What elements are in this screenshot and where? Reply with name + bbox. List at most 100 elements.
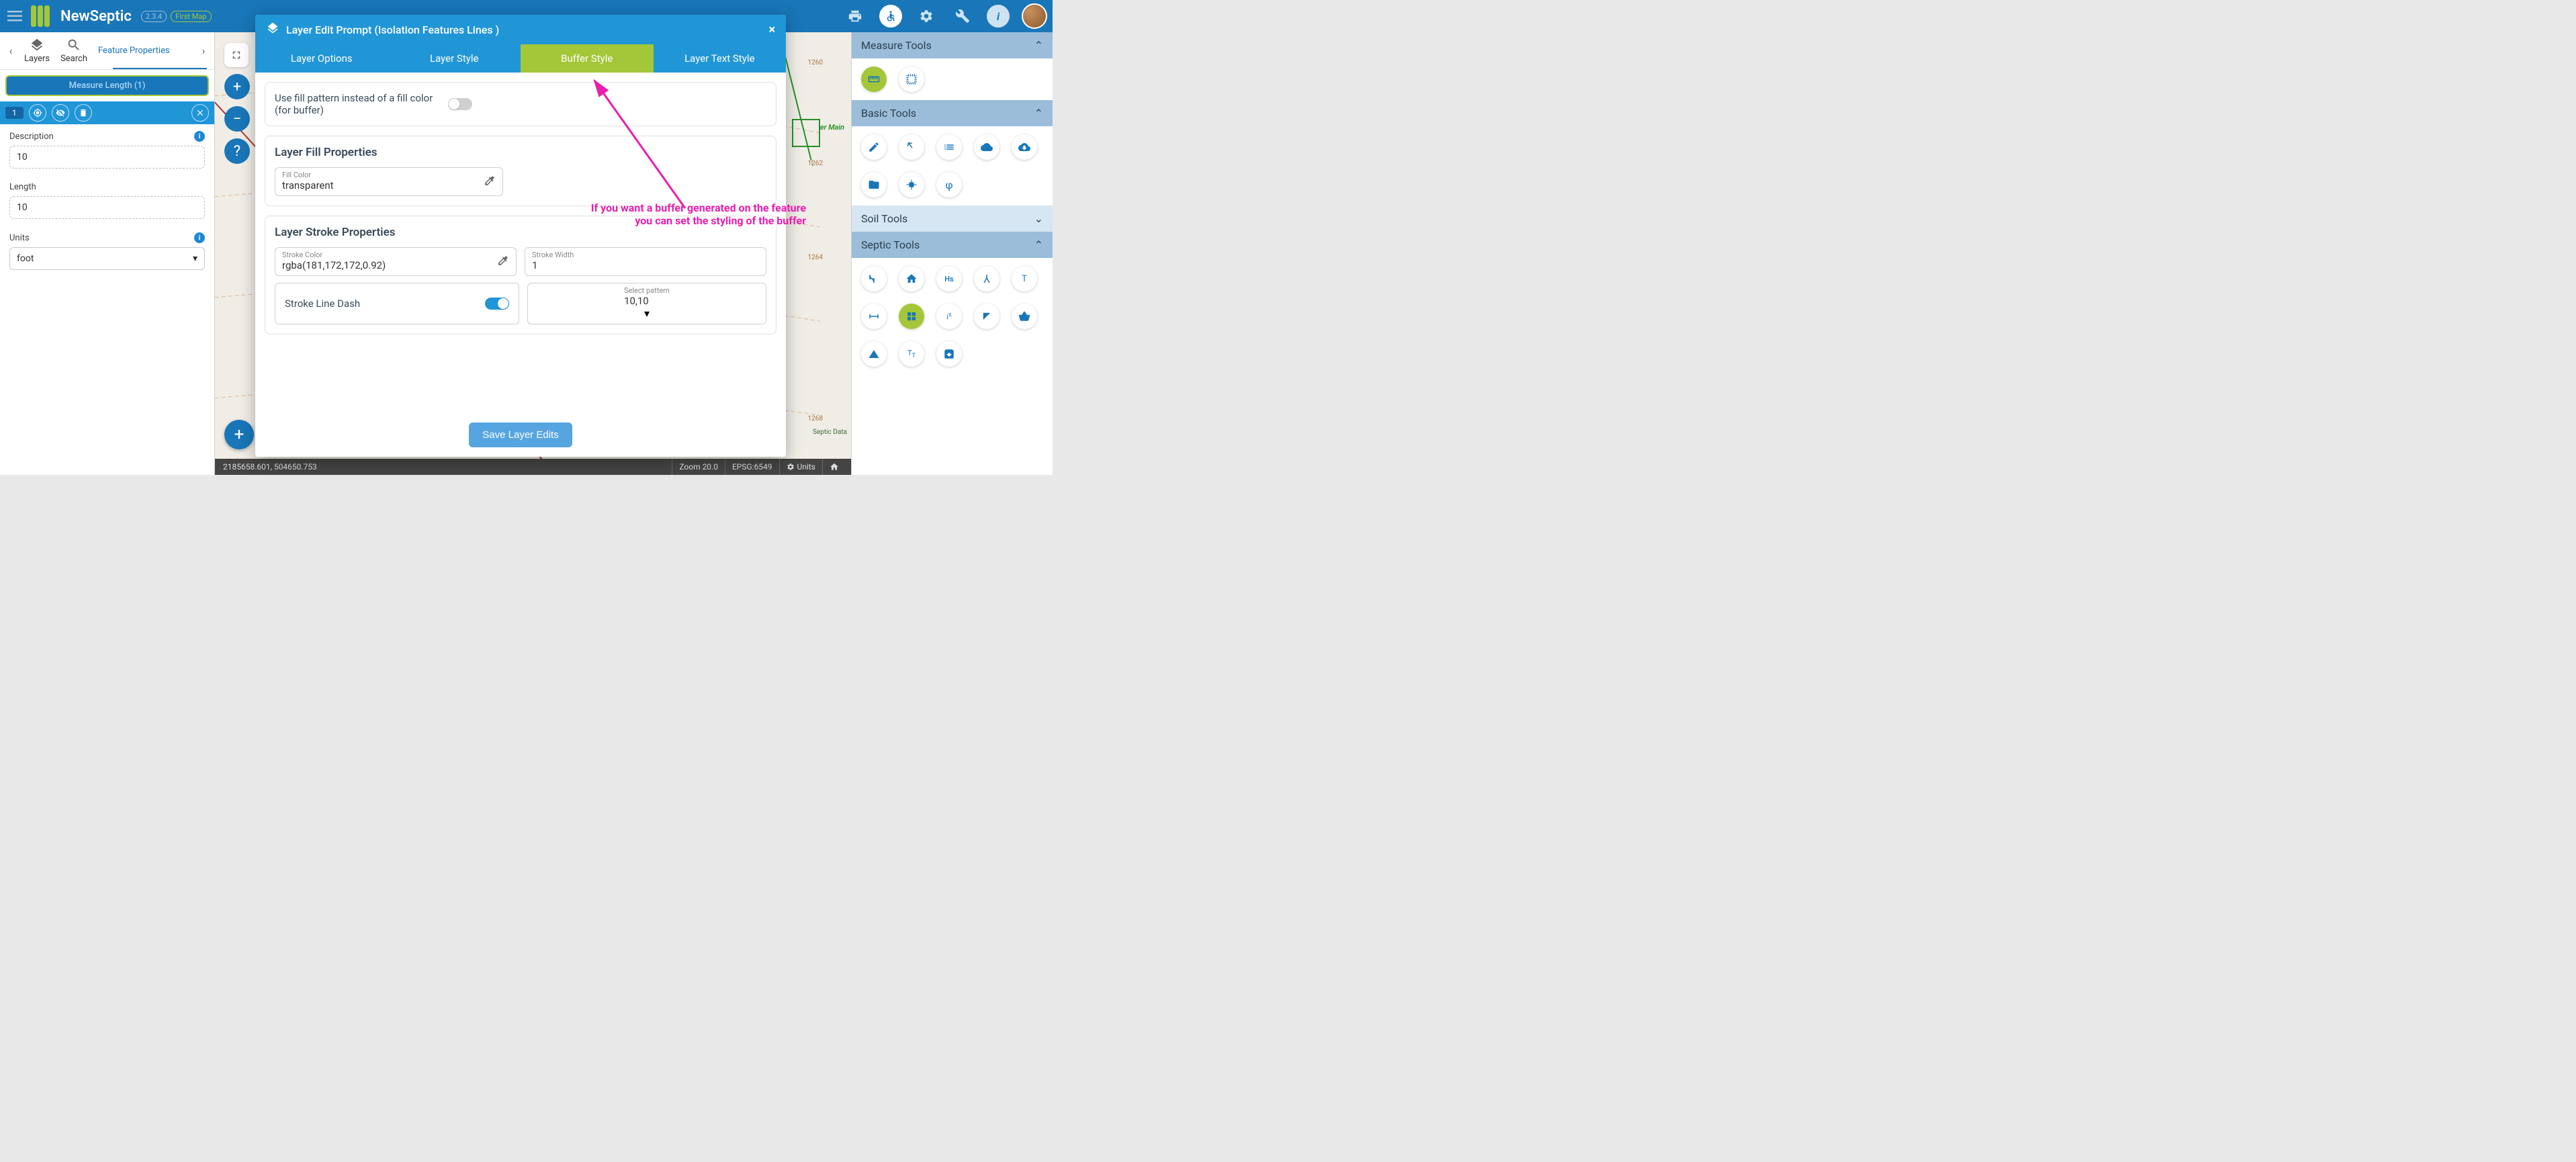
measure-tools-header[interactable]: Measure Tools ⌃ — [852, 32, 1053, 58]
print-icon[interactable] — [843, 4, 867, 28]
close-icon[interactable]: × — [768, 23, 775, 37]
hamburger-menu[interactable] — [5, 7, 24, 26]
stroke-width-label: Stroke Width — [532, 251, 759, 259]
grid-tool[interactable] — [899, 172, 924, 197]
soil-tools-label: Soil Tools — [861, 212, 907, 225]
tools-icon[interactable] — [950, 4, 975, 28]
map-chip[interactable]: First Map — [171, 11, 211, 22]
tab-search[interactable]: Search — [55, 34, 93, 68]
tab-featprops-label: Feature Properties — [98, 46, 170, 56]
layers-tool[interactable] — [899, 304, 924, 329]
cloud-upload-tool[interactable] — [974, 134, 1000, 160]
chevron-up-icon: ⌃ — [1034, 107, 1043, 120]
ruler-tool[interactable] — [861, 66, 887, 92]
units-select[interactable]: foot ▾ — [9, 247, 205, 270]
units-value: foot — [17, 253, 34, 264]
stroke-properties-card: Layer Stroke Properties Stroke Color rgb… — [265, 216, 776, 334]
save-button[interactable]: Save Layer Edits — [469, 422, 572, 447]
status-units[interactable]: Units — [779, 459, 822, 475]
tab-scroll-left[interactable]: ‹ — [3, 38, 19, 64]
cloud-download-tool[interactable] — [1012, 134, 1037, 160]
chevron-down-icon: ▾ — [644, 307, 650, 320]
tab-feature-properties[interactable]: Feature Properties — [93, 42, 175, 60]
tab-buffer-style[interactable]: Buffer Style — [521, 44, 654, 73]
pattern-select[interactable]: Select pattern 10,10 ▾ — [527, 283, 766, 324]
basic-tools-label: Basic Tools — [861, 107, 916, 120]
eyedropper-icon[interactable] — [484, 175, 496, 189]
fill-properties-card: Layer Fill Properties Fill Color transpa… — [265, 136, 776, 206]
avatar[interactable] — [1022, 3, 1047, 29]
width-tool[interactable] — [861, 304, 887, 329]
status-zoom: Zoom 20.0 — [672, 459, 725, 475]
topbar-right: i — [843, 3, 1047, 29]
tt-tool[interactable]: TT — [899, 341, 924, 367]
layers-icon — [30, 38, 44, 52]
area-tool[interactable] — [899, 66, 924, 92]
help-button[interactable]: ? — [224, 138, 250, 164]
corner-tool[interactable] — [974, 304, 1000, 329]
select-tool[interactable] — [899, 134, 924, 160]
status-coords: 2185658.601, 504650.753 — [220, 462, 672, 472]
contour-label: 1260 — [807, 59, 824, 66]
hs-tool[interactable]: Hs — [936, 266, 962, 292]
settings-icon[interactable] — [914, 4, 938, 28]
fill-color-field[interactable]: Fill Color transparent — [275, 167, 503, 196]
septic-tools-header[interactable]: Septic Tools ⌃ — [852, 232, 1053, 258]
text-tool[interactable]: T — [1012, 266, 1037, 292]
list-tool[interactable] — [936, 134, 962, 160]
soil-tools-header[interactable]: Soil Tools ⌄ — [852, 206, 1053, 232]
stroke-dash-row: Stroke Line Dash — [275, 283, 519, 324]
chevron-down-icon: ⌄ — [1034, 212, 1043, 225]
stroke-dash-toggle[interactable] — [485, 298, 509, 310]
pencil-tool[interactable] — [861, 134, 887, 160]
target-icon[interactable] — [29, 104, 46, 122]
basic-tools-header[interactable]: Basic Tools ⌃ — [852, 100, 1053, 126]
pattern-value: 10,10 — [624, 295, 670, 307]
triangle-tool[interactable] — [861, 341, 887, 367]
stroke-dash-label: Stroke Line Dash — [285, 298, 360, 310]
modal-title: Layer Edit Prompt (Isolation Features Li… — [286, 24, 762, 36]
eyedropper-icon[interactable] — [497, 255, 509, 269]
chevron-up-icon: ⌃ — [1034, 39, 1043, 52]
tab-layer-options[interactable]: Layer Options — [255, 44, 388, 73]
units-label: Units — [9, 233, 30, 243]
tab-layers[interactable]: Layers — [19, 34, 55, 68]
basket-tool[interactable] — [1012, 304, 1037, 329]
fill-pattern-toggle[interactable] — [448, 98, 472, 110]
split-tool[interactable] — [974, 266, 1000, 292]
tab-layer-text-style[interactable]: Layer Text Style — [654, 44, 787, 73]
fill-pattern-toggle-row: Use fill pattern instead of a fill color… — [275, 92, 766, 116]
info-icon[interactable]: i — [194, 232, 205, 243]
status-home[interactable] — [822, 459, 846, 475]
pattern-label: Select pattern — [624, 286, 670, 295]
zoom-out-button[interactable]: − — [224, 106, 250, 132]
fullscreen-button[interactable] — [224, 43, 249, 67]
contour-label: 1268 — [807, 415, 824, 422]
sewer-label: er Main — [820, 123, 844, 132]
info-icon[interactable]: i — [194, 131, 205, 142]
house-tool[interactable] — [899, 266, 924, 292]
measure-pill[interactable]: Measure Length (1) — [5, 75, 209, 96]
stroke-color-field[interactable]: Stroke Color rgba(181,172,172,0.92) — [275, 247, 517, 276]
desc-input[interactable]: 10 — [9, 146, 205, 169]
tab-layer-style[interactable]: Layer Style — [388, 44, 521, 73]
info-tool[interactable]: is — [936, 304, 962, 329]
tab-scroll-right[interactable]: › — [195, 38, 212, 64]
archive-tool[interactable] — [936, 341, 962, 367]
pipe-tool[interactable] — [861, 266, 887, 292]
delete-icon[interactable] — [75, 104, 92, 122]
add-feature-button[interactable]: + — [224, 420, 254, 449]
length-input[interactable]: 10 — [9, 196, 205, 219]
zoom-in-button[interactable]: + — [224, 74, 250, 99]
contour-label: 1262 — [807, 160, 824, 167]
stroke-width-field[interactable]: Stroke Width 1 — [525, 247, 766, 276]
row-close-icon[interactable] — [191, 104, 209, 122]
modal-body: Use fill pattern instead of a fill color… — [255, 73, 786, 457]
info-icon[interactable]: i — [987, 5, 1010, 28]
accessibility-icon[interactable] — [879, 5, 902, 28]
phi-tool[interactable]: φ — [936, 172, 962, 197]
right-panel: Measure Tools ⌃ Basic Tools ⌃ φ Soil Too… — [851, 32, 1053, 475]
stroke-section-title: Layer Stroke Properties — [275, 226, 766, 239]
folder-tool[interactable] — [861, 172, 887, 197]
visibility-icon[interactable] — [52, 104, 69, 122]
